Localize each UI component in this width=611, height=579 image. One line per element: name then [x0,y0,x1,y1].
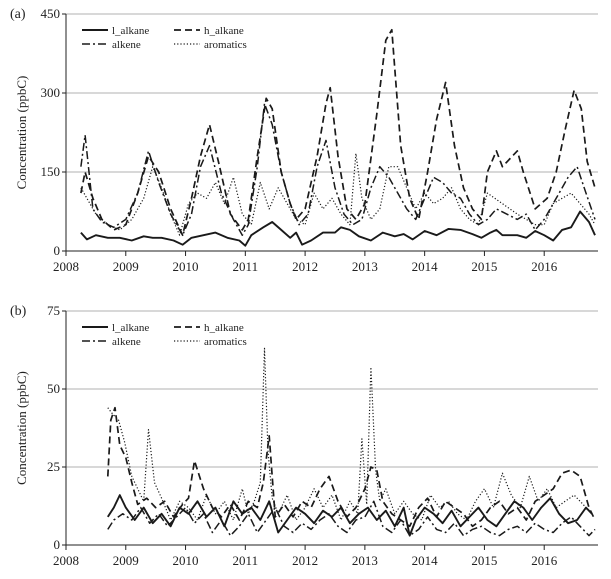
y-axis-label: Concentration (ppbC) [14,371,29,485]
x-tick-label: 2015 [471,259,497,274]
x-tick-label: 2013 [352,553,378,568]
x-tick-label: 2016 [531,553,558,568]
series-line-l-alkane [80,210,596,247]
x-tick-label: 2009 [113,553,139,568]
legend-label: aromatics [204,336,247,348]
x-tick-label: 2008 [53,553,79,568]
panel-label: (b) [10,304,27,319]
legend-label: h_alkane [204,322,244,334]
x-tick-label: 2009 [113,259,139,274]
series-line-alkene [80,102,596,236]
x-tick-label: 2012 [292,553,318,568]
legend-label: l_alkane [112,322,149,334]
x-tick-label: 2011 [233,259,259,274]
legend-label: l_alkane [112,25,149,37]
x-tick-label: 2008 [53,259,79,274]
chart-panel: 0 150 300 450 2008 2009 2010 2011 2012 2013 2014 20… [10,6,598,274]
x-tick-label: 2013 [352,259,378,274]
x-tick-label: 2011 [233,553,259,568]
y-tick-label: 50 [47,381,60,396]
x-tick-label: 2012 [292,259,318,274]
legend-label: alkene [112,39,141,51]
series-line-alkene [107,500,596,537]
x-tick-label: 2015 [471,553,497,568]
y-tick-label: 25 [47,459,60,474]
series-line-h-alkane [106,406,596,528]
chart-panel: 0 25 50 75 2008 2009 2010 2011 2012 2013 2014 2015 2… [10,303,598,568]
legend-label: h_alkane [204,25,244,37]
x-tick-label: 2010 [173,259,199,274]
y-tick-label: 0 [54,537,61,552]
legend-label: alkene [112,336,141,348]
x-tick-label: 2016 [531,259,558,274]
x-tick-label: 2014 [412,259,439,274]
legend-label: aromatics [204,39,247,51]
x-tick-label: 2014 [412,553,439,568]
y-tick-label: 0 [54,243,61,258]
y-tick-label: 450 [41,6,61,21]
x-tick-label: 2010 [173,553,199,568]
y-tick-label: 75 [47,303,60,318]
y-tick-label: 300 [41,85,61,100]
y-tick-label: 150 [41,164,61,179]
y-axis-label: Concentration (ppbC) [14,76,29,190]
panel-label: (a) [10,7,26,22]
series-line-aromatics [107,347,593,521]
series-line-aromatics [80,153,596,236]
series-line-h-alkane [80,28,596,237]
